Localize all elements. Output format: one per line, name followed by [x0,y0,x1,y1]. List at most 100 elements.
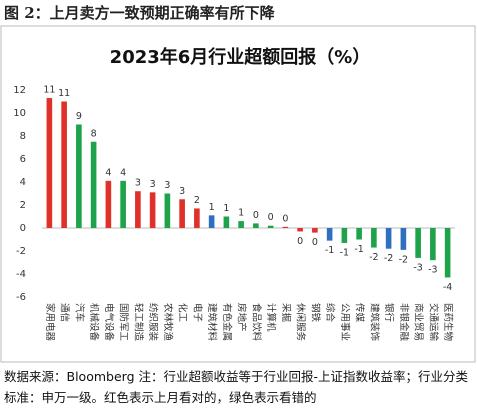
x-tick-label: 传媒 [354,303,366,323]
x-tick-label: 食品饮料 [250,303,262,342]
bar [135,191,141,228]
bar [430,228,436,261]
x-tick-label: 纺织服装 [147,303,159,342]
data-label: -2 [399,254,408,265]
data-label: -1 [340,247,349,258]
x-tick-label: 机械设备 [88,303,100,342]
x-tick-label: 商业贸易 [413,303,425,341]
data-label: 1 [209,202,215,213]
data-label: 0 [253,210,259,221]
bar [385,228,392,249]
bar [400,228,407,250]
data-label: 0 [312,237,318,248]
data-label: 9 [76,111,82,122]
y-tick-label: -4 [16,269,26,280]
data-label: 3 [164,180,170,191]
bar [208,215,215,228]
y-tick-label: -2 [16,246,26,257]
x-tick-label: 房地产 [236,303,248,332]
y-tick-label: 0 [20,223,26,234]
bar [149,192,156,228]
bar [282,226,289,228]
data-label: -4 [443,282,452,293]
x-tick-label: 钢铁 [309,303,321,323]
x-tick-label: 汽车 [73,303,85,322]
chart-frame [0,25,476,363]
bar [179,199,185,228]
data-label: 3 [135,178,141,189]
figure-heading: 图 2：上月卖方一致预期正确率有所下降 [4,4,275,22]
bar [444,228,451,278]
bar [46,98,53,228]
bar [223,216,230,228]
data-label: 2 [194,195,200,206]
data-label: -3 [428,265,437,276]
x-tick-label: 非银金融 [398,303,410,342]
data-label: 3 [150,179,156,190]
bar [371,228,377,248]
bar [297,228,303,232]
data-label: 0 [282,213,288,224]
x-tick-label: 交通运输 [427,303,439,342]
y-tick-label: 12 [13,85,26,96]
y-tick-label: 10 [13,108,26,119]
bar [61,101,67,228]
x-tick-label: 农林牧渔 [162,303,174,342]
data-label: 3 [179,186,185,197]
data-label: 0 [297,236,303,247]
bar [90,141,97,228]
y-tick-label: 2 [20,200,26,211]
y-tick-label: 4 [20,177,26,188]
bar [164,193,171,228]
data-label: -1 [354,244,363,255]
data-label: -2 [369,252,378,263]
bar [194,208,200,228]
data-label: -3 [413,262,422,273]
bar [238,221,244,228]
footnote: 数据来源：Bloomberg 注：行业超额收益等于行业回报-上证指数收益率；行业… [4,369,468,405]
x-tick-label: 综合 [324,303,336,323]
chart-title: 2023年6月行业超额回报（%） [110,46,371,68]
data-label: 8 [91,128,97,139]
bar [312,228,318,233]
x-tick-label: 有色金属 [221,303,233,341]
bar [120,180,126,228]
bar [415,228,421,258]
x-tick-label: 轻工制造 [132,303,144,342]
data-label: 1 [238,208,244,219]
x-tick-label: 国防军工 [118,303,130,342]
bar [341,228,348,243]
x-tick-label: 采掘 [280,303,292,322]
data-label: 11 [58,88,70,99]
data-label: 4 [120,167,126,178]
y-tick-label: -6 [16,292,26,303]
x-tick-label: 通信 [59,303,71,322]
bar [253,223,259,228]
y-tick-label: 8 [20,131,26,142]
x-tick-label: 电子 [191,303,203,323]
data-label: 4 [105,167,111,178]
data-label: 1 [223,203,229,214]
bar [267,225,274,228]
bar [105,180,112,228]
data-label: 11 [43,85,55,96]
y-tick-label: 6 [20,154,26,165]
x-tick-label: 休闲服务 [295,303,307,342]
x-tick-label: 建筑装饰 [368,303,380,341]
x-tick-label: 计算机 [265,303,277,332]
x-tick-label: 建筑材料 [206,303,218,342]
x-tick-label: 公用事业 [339,303,351,341]
chart: 2023年6月行业超额回报（%） -6-4-2024681012家用电器11通信… [0,25,476,363]
x-tick-label: 化工 [177,303,189,323]
bar [76,124,82,228]
data-label: -2 [384,253,393,264]
data-label: -1 [325,245,334,256]
bar [356,228,362,240]
x-tick-label: 家用电器 [44,303,56,342]
bar [326,228,333,241]
x-tick-label: 银行 [383,303,395,323]
x-tick-label: 电气设备 [103,303,115,342]
x-tick-label: 医药生物 [442,303,454,342]
data-label: 0 [268,212,274,223]
